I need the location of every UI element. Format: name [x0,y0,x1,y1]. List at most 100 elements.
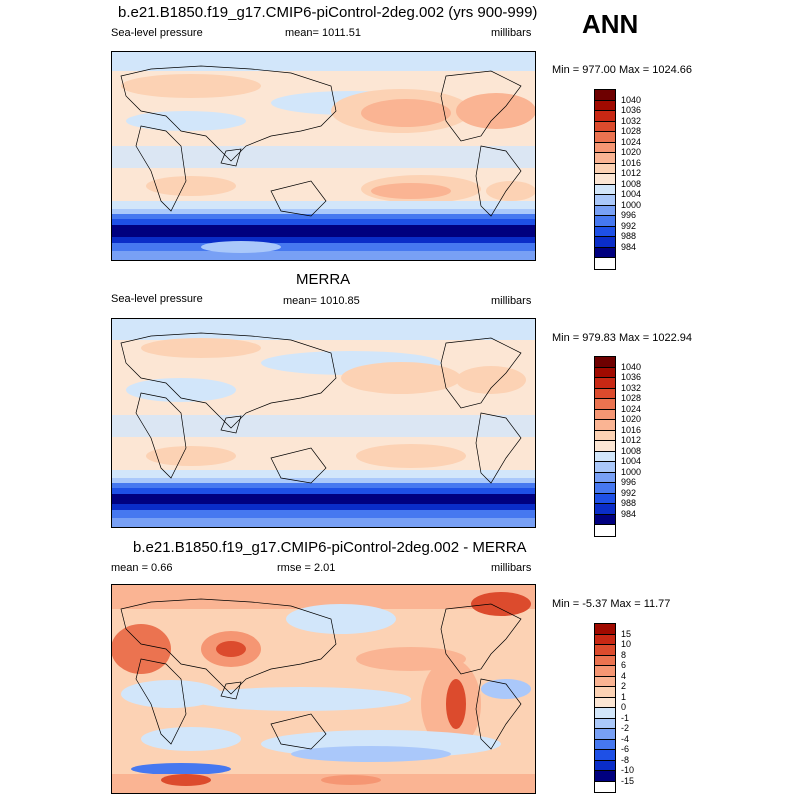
colorbar-swatch [595,195,615,206]
panel3-map [111,584,536,794]
colorbar-level-label: 996 [621,477,637,487]
season-label: ANN [582,9,639,39]
colorbar-level-label: 1016 [621,424,642,435]
colorbar-level-label: 1012 [621,168,642,178]
colorbar-swatch [595,781,615,792]
panel2-map-svg [111,318,536,528]
colorbar-swatch [595,718,615,729]
colorbar-swatch [595,388,615,399]
colorbar-swatch [595,655,615,666]
colorbar-swatch [595,504,615,515]
panel2-colorbar [594,356,616,537]
panel3-minmax: Min = -5.37 Max = 11.77 [552,598,671,610]
colorbar-level-label: 1008 [621,178,642,189]
colorbar-level-label: 2 [621,681,627,691]
colorbar-level-label: 15 [621,628,632,639]
panel3-colorbar [594,623,616,793]
colorbar-level-label: -6 [621,744,630,754]
colorbar-level-label: 1024 [621,403,642,414]
panel3-mean-label: mean = 0.66 [111,562,173,574]
panel3-map-svg [111,584,536,794]
colorbar-level-label: 988 [621,498,637,508]
colorbar-swatch [595,729,615,740]
colorbar-swatch [595,624,615,635]
colorbar-level-label: 992 [621,487,637,498]
colorbar-level-label: -15 [621,775,635,786]
colorbar-swatch [595,142,615,153]
panel1-variable-label: Sea-level pressure [111,27,203,39]
colorbar-swatch [595,441,615,452]
colorbar-swatch [595,645,615,656]
colorbar-level-label: 4 [621,670,627,681]
colorbar-level-label: 1036 [621,105,642,115]
colorbar-swatch [595,247,615,258]
colorbar-swatch [595,174,615,185]
panel2-mean-label: mean= 1010.85 [283,295,360,307]
panel1-map [111,51,536,261]
colorbar-swatch [595,216,615,227]
colorbar-swatch [595,514,615,525]
colorbar-swatch [595,121,615,132]
colorbar-swatch [595,739,615,750]
colorbar-swatch [595,771,615,782]
colorbar-swatch [595,111,615,122]
colorbar-level-label: -2 [621,723,630,733]
colorbar-swatch [595,697,615,708]
panel2-variable-label: Sea-level pressure [111,293,203,305]
panel2-units-label: millibars [491,295,532,307]
panel3-rmse-label: rmse = 2.01 [277,562,336,574]
colorbar-level-label: 1028 [621,393,642,403]
colorbar-level-label: 6 [621,660,627,670]
colorbar-swatch [595,666,615,677]
colorbar-level-label: 1 [621,691,627,702]
panel3-units-label: millibars [491,562,532,574]
colorbar-level-label: -1 [621,712,630,723]
colorbar-level-label: 8 [621,649,627,660]
colorbar-level-label: 1040 [621,94,642,105]
colorbar-swatch [595,90,615,101]
colorbar-swatch [595,100,615,111]
colorbar-level-label: 1024 [621,136,642,147]
colorbar-level-label: 10 [621,639,632,649]
colorbar-level-label: 1004 [621,189,642,199]
colorbar-level-label: -8 [621,754,630,765]
colorbar-level-label: 988 [621,231,637,241]
colorbar-swatch [595,451,615,462]
colorbar-swatch [595,184,615,195]
colorbar-swatch [595,472,615,483]
colorbar-swatch [595,258,615,269]
colorbar-level-label: 1036 [621,372,642,382]
panel1-units-label: millibars [491,27,532,39]
colorbar-swatch [595,420,615,431]
colorbar-swatch [595,430,615,441]
colorbar-swatch [595,634,615,645]
colorbar-swatch [595,357,615,368]
colorbar-level-label: 992 [621,220,637,231]
colorbar-level-label: 1040 [621,361,642,372]
panel3-coastlines [120,598,522,750]
panel2-title: MERRA [296,271,351,288]
panel2-minmax: Min = 979.83 Max = 1022.94 [552,332,693,344]
colorbar-swatch [595,237,615,248]
colorbar-swatch [595,153,615,164]
colorbar-level-label: 1020 [621,414,642,424]
panel2-coastlines [120,332,522,484]
colorbar-swatch [595,409,615,420]
panel1-minmax: Min = 977.00 Max = 1024.66 [552,64,693,76]
colorbar-level-label: 1004 [621,456,642,466]
colorbar-level-label: 1008 [621,445,642,456]
colorbar-level-label: 1028 [621,126,642,136]
colorbar-level-label: 1012 [621,435,642,445]
colorbar-swatch [595,493,615,504]
colorbar-swatch [595,132,615,143]
colorbar-level-label: 984 [621,508,637,519]
colorbar-level-label: 1032 [621,382,642,393]
colorbar-swatch [595,205,615,216]
colorbar-swatch [595,525,615,536]
colorbar-swatch [595,367,615,378]
panel2-map [111,318,536,528]
colorbar-swatch [595,676,615,687]
colorbar-level-label: 984 [621,241,637,252]
colorbar-swatch [595,226,615,237]
colorbar-swatch [595,750,615,761]
